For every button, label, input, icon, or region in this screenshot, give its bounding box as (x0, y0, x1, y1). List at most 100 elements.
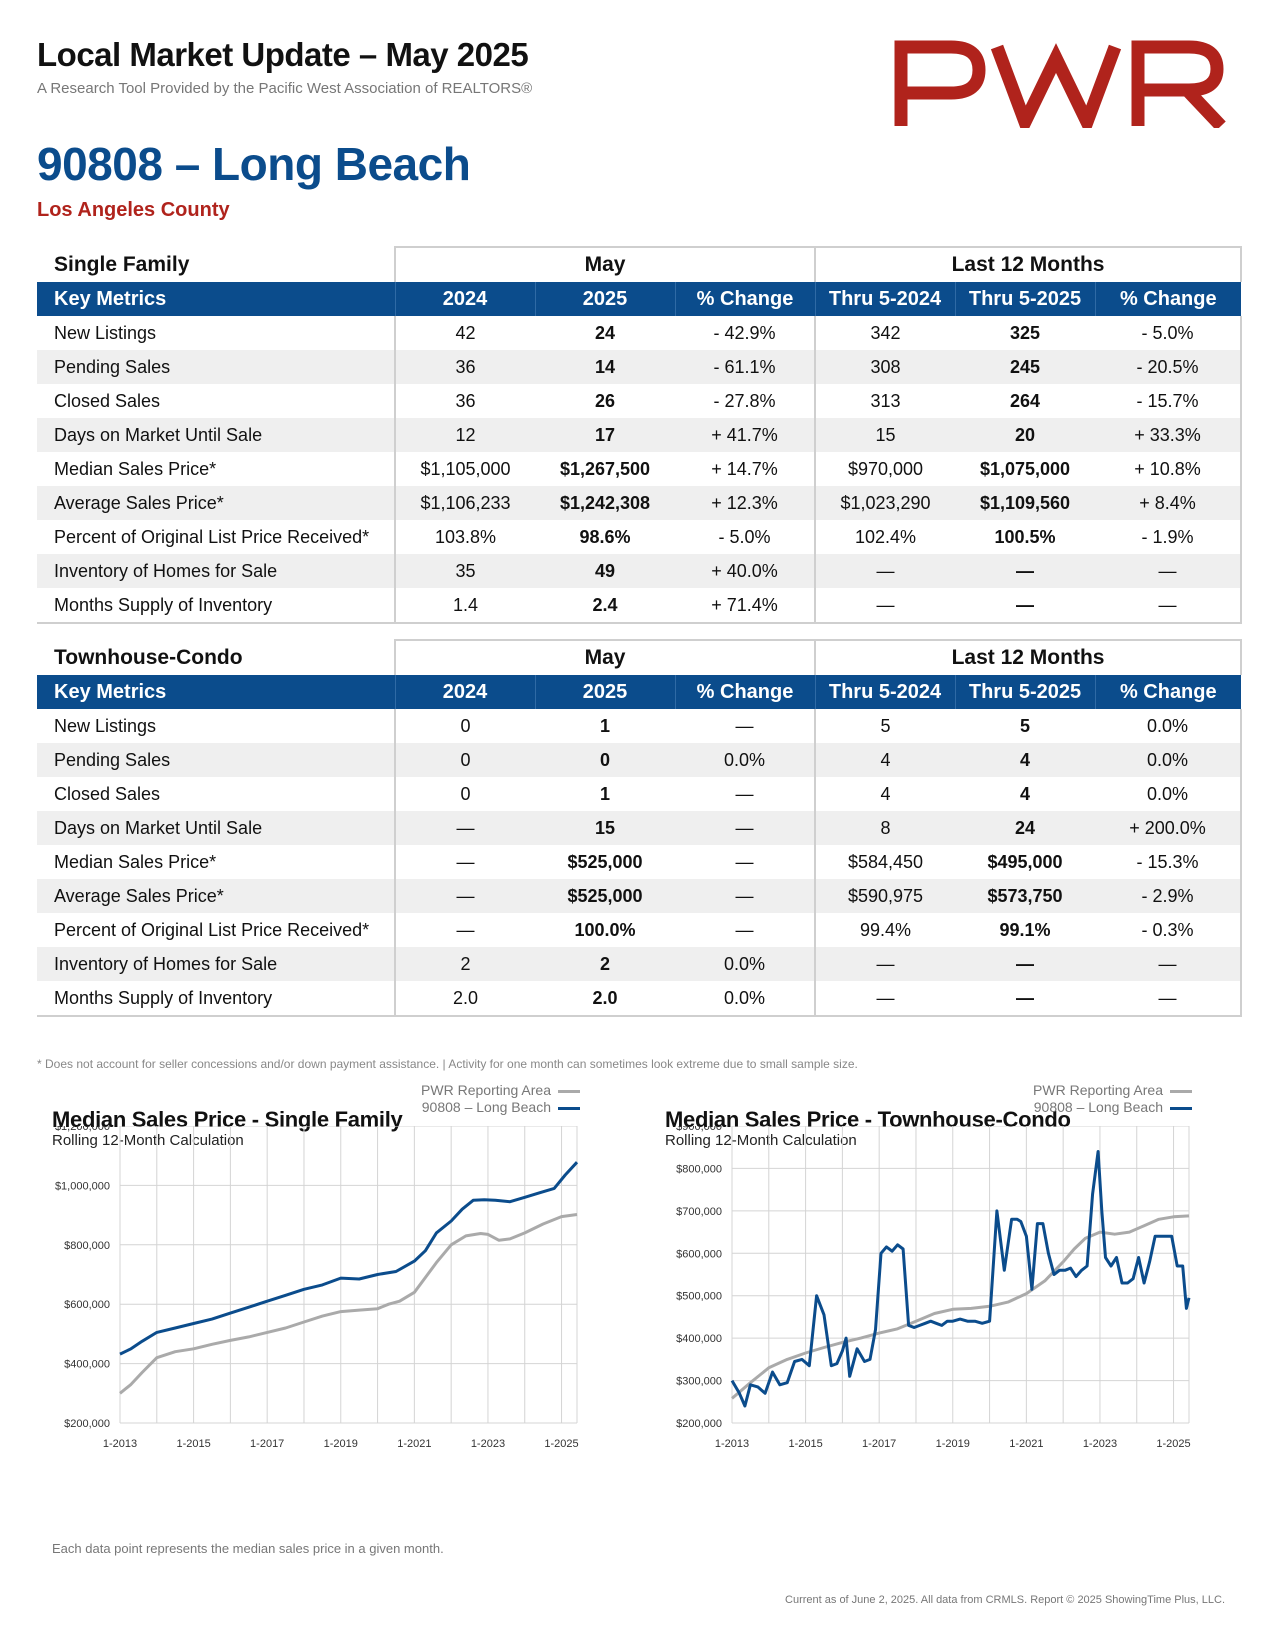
y-tick-label: $900,000 (676, 1126, 722, 1133)
x-tick-label: 1-2013 (715, 1438, 749, 1450)
single-family-table: Single Family May Last 12 Months Key Metric… (37, 246, 1243, 624)
table-row: Inventory of Homes for Sale 2 2 0.0% — — — (37, 947, 1243, 981)
metric-value: 2.4 (535, 588, 675, 624)
x-tick-label: 1-2017 (862, 1438, 896, 1450)
metric-value: $1,023,290 (814, 486, 956, 520)
metric-value: 5 (955, 709, 1096, 743)
metric-value: - 5.0% (1095, 316, 1243, 350)
metric-value: — (955, 588, 1096, 624)
x-tick-label: 1-2025 (1156, 1438, 1190, 1450)
series-line-90808 (119, 1161, 579, 1356)
metric-value: 42 (394, 316, 535, 350)
metric-value: 0.0% (675, 981, 816, 1017)
column-header: Thru 5-2025 (954, 282, 1096, 316)
table-row: Inventory of Homes for Sale 35 49 + 40.0% — —… (37, 554, 1243, 588)
metric-value: 99.1% (955, 913, 1096, 947)
metric-value: + 12.3% (675, 486, 816, 520)
metric-value: + 14.7% (675, 452, 816, 486)
metric-value: 15 (535, 811, 675, 845)
metric-value: - 20.5% (1095, 350, 1243, 384)
x-tick-label: 1-2023 (1083, 1438, 1117, 1450)
metric-value: - 5.0% (675, 520, 816, 554)
metric-value: + 8.4% (1095, 486, 1243, 520)
series-line-pwr (731, 1214, 1190, 1400)
x-tick-label: 1-2015 (176, 1438, 210, 1450)
x-tick-label: 1-2013 (103, 1438, 137, 1450)
group-heading-12-months: Last 12 Months (814, 639, 1243, 675)
metric-value: $525,000 (535, 845, 675, 879)
metric-value: 36 (394, 350, 535, 384)
metric-value: — (394, 913, 535, 947)
metric-value: — (1095, 554, 1243, 588)
metric-value: - 27.8% (675, 384, 816, 418)
metric-value: 24 (955, 811, 1096, 845)
metric-value: 0 (394, 777, 535, 811)
table-row: Average Sales Price* $1,106,233 $1,242,308… (37, 486, 1243, 520)
metric-value: 17 (535, 418, 675, 452)
metric-value: $1,106,233 (394, 486, 535, 520)
section-heading: Townhouse-Condo (54, 645, 243, 669)
metric-label: Closed Sales (37, 777, 395, 811)
metric-label: New Listings (37, 316, 395, 350)
townhouse-condo-table: Townhouse-Condo May Last 12 Months Key Metr… (37, 639, 1243, 1017)
metric-value: 325 (955, 316, 1096, 350)
metric-value: 2 (394, 947, 535, 981)
metric-value: $495,000 (955, 845, 1096, 879)
grid (119, 1126, 578, 1424)
table-row: Percent of Original List Price Received*… (37, 520, 1243, 554)
metric-value: $525,000 (535, 879, 675, 913)
table-footnote: * Does not account for seller concession… (37, 1057, 858, 1071)
metric-label: Closed Sales (37, 384, 395, 418)
metric-value: 0.0% (1095, 709, 1243, 743)
chart-tc-title: Median Sales Price - Townhouse-Condo (665, 1107, 1071, 1132)
x-tick-label: 1-2021 (397, 1438, 431, 1450)
y-tick-label: $1,000,000 (55, 1180, 110, 1192)
metric-value: 0.0% (675, 947, 816, 981)
metric-value: — (675, 811, 816, 845)
y-tick-label: $400,000 (676, 1333, 722, 1345)
column-header: % Change (674, 282, 816, 316)
metric-label: Percent of Original List Price Received* (37, 913, 395, 947)
metric-value: 26 (535, 384, 675, 418)
metric-value: — (675, 709, 816, 743)
metric-value: 4 (955, 743, 1096, 777)
column-header: 2024 (394, 282, 535, 316)
column-header: 2024 (394, 675, 535, 709)
metric-value: 313 (814, 384, 956, 418)
metric-value: 4 (955, 777, 1096, 811)
metric-value: 36 (394, 384, 535, 418)
metric-value: $970,000 (814, 452, 956, 486)
metric-value: $1,075,000 (955, 452, 1096, 486)
metric-value: 12 (394, 418, 535, 452)
x-tick-label: 1-2019 (936, 1438, 970, 1450)
y-tick-label: $600,000 (676, 1248, 722, 1260)
y-tick-label: $400,000 (64, 1359, 110, 1371)
metric-value: - 42.9% (675, 316, 816, 350)
x-tick-label: 1-2025 (544, 1438, 578, 1450)
metric-value: — (814, 981, 956, 1017)
metric-value: 8 (814, 811, 956, 845)
metric-label: Average Sales Price* (37, 486, 395, 520)
metric-value: + 200.0% (1095, 811, 1243, 845)
metric-value: - 2.9% (1095, 879, 1243, 913)
metric-value: - 61.1% (675, 350, 816, 384)
metric-label: Median Sales Price* (37, 452, 395, 486)
metric-value: 35 (394, 554, 535, 588)
metric-value: — (814, 554, 956, 588)
metric-label: Median Sales Price* (37, 845, 395, 879)
column-header: % Change (1094, 282, 1242, 316)
metric-value: — (675, 913, 816, 947)
report-subtitle: A Research Tool Provided by the Pacific … (37, 80, 533, 97)
area-name: 90808 – Long Beach (37, 138, 471, 190)
table-row: New Listings 0 1—5 5 0.0% (37, 709, 1243, 743)
report-title: Local Market Update – May 2025 (37, 36, 529, 73)
metric-value: 0.0% (1095, 743, 1243, 777)
y-tick-label: $800,000 (64, 1240, 110, 1252)
metric-value: - 15.7% (1095, 384, 1243, 418)
metric-value: $1,242,308 (535, 486, 675, 520)
legend-entry: 90808 – Long Beach (380, 1099, 580, 1115)
y-tick-label: $600,000 (64, 1299, 110, 1311)
metric-value: 342 (814, 316, 956, 350)
table-row: Percent of Original List Price Received*… (37, 913, 1243, 947)
metric-value: — (955, 947, 1096, 981)
